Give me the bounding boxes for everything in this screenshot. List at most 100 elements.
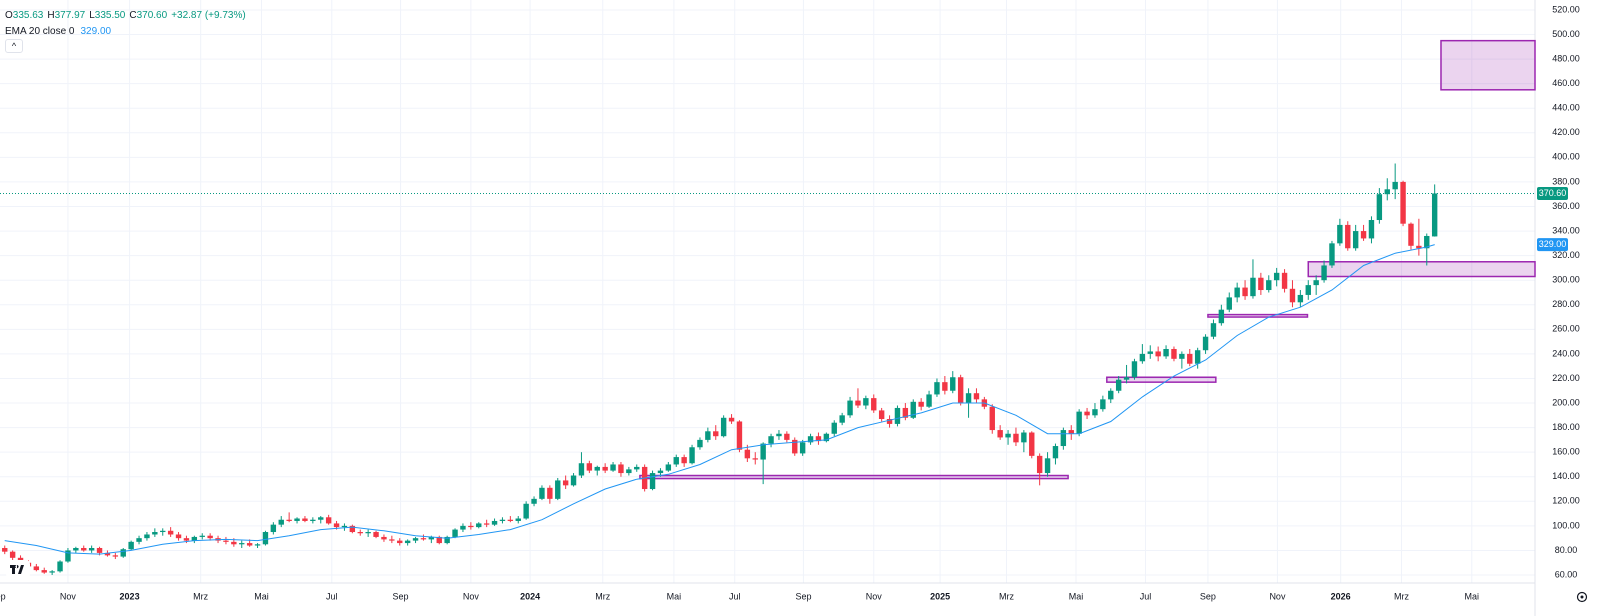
grid <box>0 0 1535 583</box>
candle-body <box>957 377 964 404</box>
candle-body <box>175 534 182 539</box>
candle-body <box>634 466 640 470</box>
settings-icon <box>1576 591 1588 603</box>
candle-body <box>404 540 411 544</box>
candle-body <box>1368 220 1375 239</box>
candle-body <box>973 393 980 400</box>
x-tick-label: Sep <box>795 591 811 601</box>
y-tick-label: 200.00 <box>1552 397 1580 407</box>
candle-body <box>871 398 877 411</box>
candle-body <box>720 417 727 437</box>
x-tick-label: Mrz <box>595 591 610 601</box>
candle-body <box>618 464 624 474</box>
y-tick-label: 500.00 <box>1552 29 1580 39</box>
candle-body <box>736 421 743 450</box>
candle-body <box>373 532 379 537</box>
candle-body <box>239 543 245 545</box>
candle-body <box>1337 224 1343 244</box>
y-tick-label: 60.00 <box>1555 569 1578 579</box>
candle-body <box>665 464 672 471</box>
candle-body <box>1076 411 1082 434</box>
candle-body <box>65 550 71 562</box>
x-tick-label: Jul <box>729 591 741 601</box>
candle-body <box>33 566 40 571</box>
candle-body <box>1352 231 1359 249</box>
candle-body <box>507 519 514 521</box>
candle-body <box>942 382 948 391</box>
candle-body <box>128 541 134 550</box>
settings-icon-dot <box>1580 595 1584 599</box>
candle-body <box>799 442 806 454</box>
candle-body <box>989 406 995 431</box>
candle-body <box>223 540 229 542</box>
candle-body <box>744 449 751 459</box>
candle-body <box>1400 181 1406 224</box>
zone <box>1440 39 1536 91</box>
candle-body <box>1139 353 1146 362</box>
candle-body <box>697 439 703 448</box>
candle-body <box>294 518 300 521</box>
candle-body <box>41 570 47 573</box>
candle-body <box>1155 351 1161 357</box>
candle-body <box>112 555 119 557</box>
x-tick-label: Nov <box>463 591 480 601</box>
candle-body <box>420 538 427 540</box>
candle-body <box>1431 193 1438 237</box>
candle-body <box>894 407 901 424</box>
x-tick-label: Mrz <box>999 591 1014 601</box>
candle-body <box>847 400 853 416</box>
candle-body <box>1234 287 1240 298</box>
candle-body <box>950 377 956 391</box>
candle-body <box>910 401 916 418</box>
y-tick-label: 80.00 <box>1555 545 1578 555</box>
candle-body <box>1297 294 1304 303</box>
legend-value: 335.50 <box>94 10 126 21</box>
candle-body <box>1360 231 1367 239</box>
candle-body <box>1013 433 1019 443</box>
candle-body <box>468 525 474 528</box>
candle-body <box>231 541 237 545</box>
legend-value: 377.97 <box>54 10 86 21</box>
candle-body <box>428 536 435 540</box>
candle-body <box>1266 280 1272 291</box>
candle-body <box>1044 458 1051 474</box>
candle-body <box>523 503 529 519</box>
candle-body <box>681 457 687 464</box>
candle-body <box>444 536 450 544</box>
candle-body <box>1068 430 1074 434</box>
candle-body <box>9 551 16 558</box>
candle-body <box>839 415 845 423</box>
x-tick-label: 2023 <box>120 591 140 601</box>
candle-body <box>902 407 909 418</box>
candle-body <box>254 544 261 546</box>
y-tick-label: 360.00 <box>1552 201 1580 211</box>
candle-body <box>792 439 798 454</box>
collapse-button[interactable]: ^ <box>5 39 23 53</box>
candle-body <box>823 433 830 442</box>
candle-body <box>831 422 837 434</box>
zone <box>1106 376 1217 383</box>
candle-body <box>436 536 442 544</box>
candle-body <box>539 487 545 499</box>
candle-body <box>815 436 822 442</box>
y-tick-label: 380.00 <box>1552 176 1580 186</box>
candle-body <box>1187 353 1193 364</box>
x-tick-label: Jul <box>1140 591 1152 601</box>
candle-body <box>1194 350 1201 364</box>
price-tag <box>1537 238 1568 252</box>
legend-key: C <box>129 10 137 21</box>
candle-body <box>1424 235 1430 249</box>
candle-body <box>207 535 213 539</box>
candle-body <box>1376 194 1383 221</box>
candle-body <box>689 447 695 464</box>
candle-body <box>1179 353 1185 359</box>
y-tick-label: 480.00 <box>1552 53 1580 63</box>
candle-body <box>547 487 553 499</box>
candle-body <box>649 473 656 490</box>
candle-body <box>602 466 608 471</box>
x-tick-label: Mrz <box>193 591 208 601</box>
legend-key: O <box>5 10 13 21</box>
candle-body <box>1036 455 1043 474</box>
candle-body <box>2 547 8 552</box>
candle-body <box>713 431 719 437</box>
